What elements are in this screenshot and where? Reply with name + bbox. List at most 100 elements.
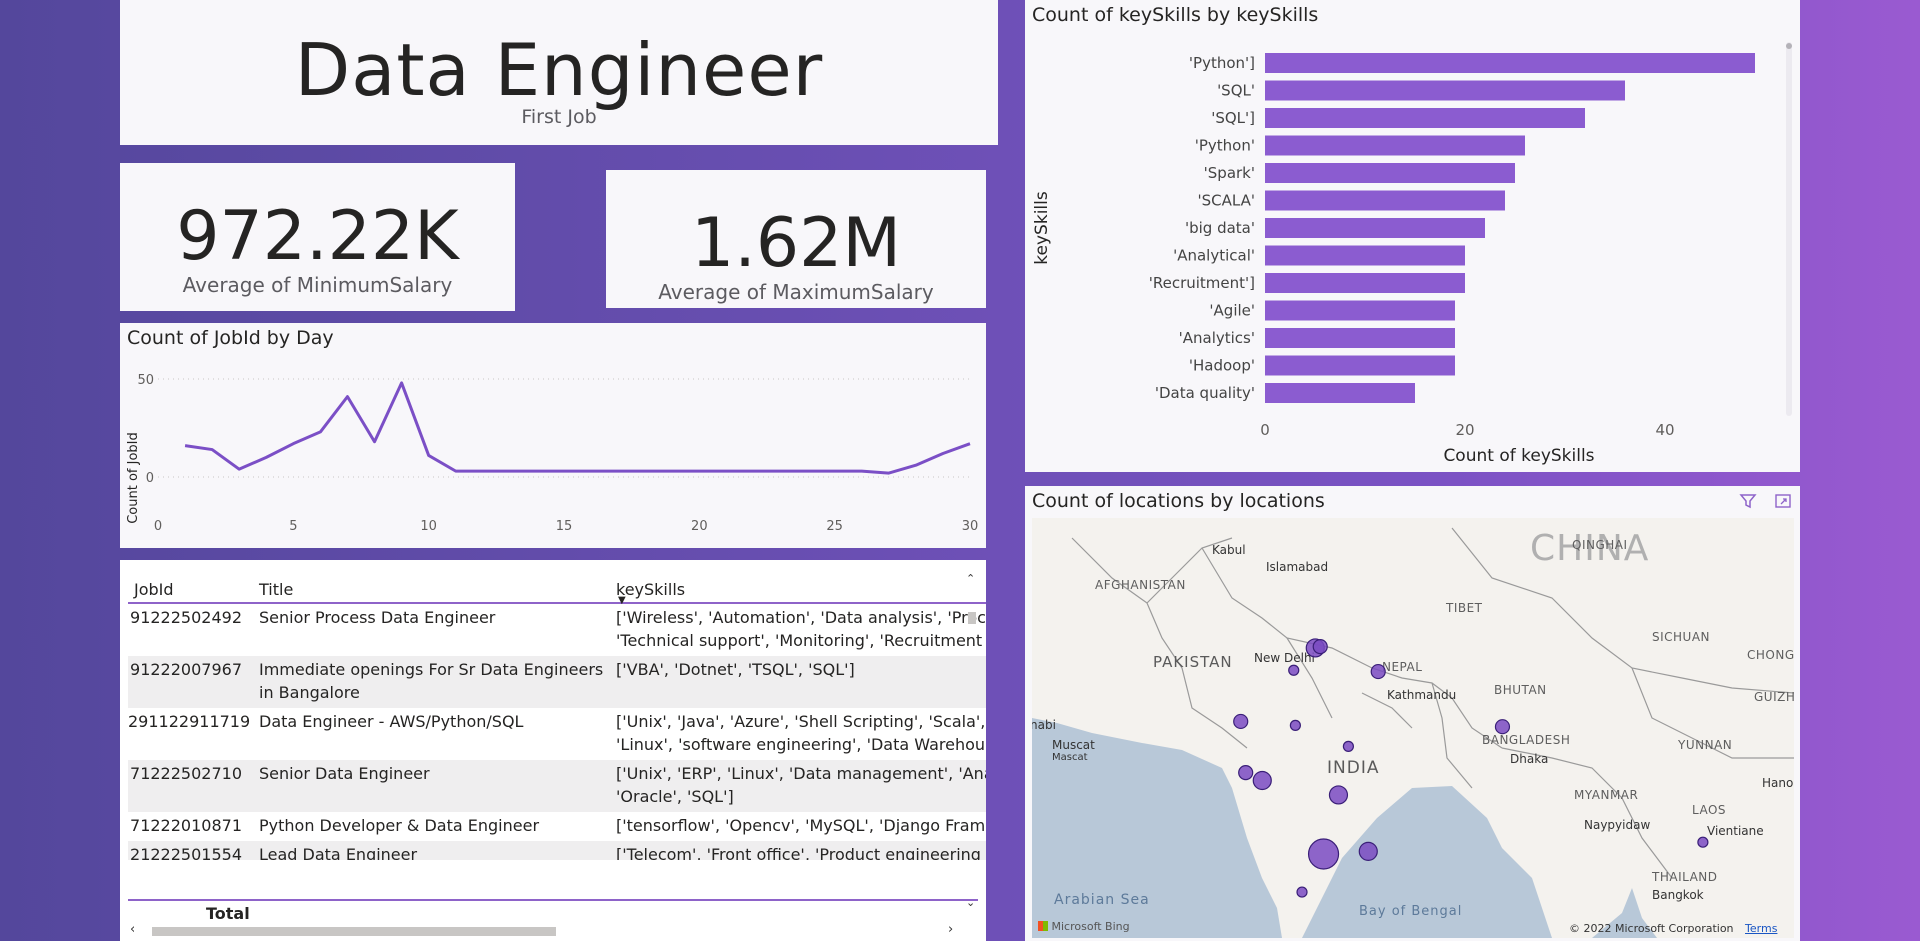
terms-link[interactable]: Terms — [1745, 922, 1778, 935]
line-chart-point[interactable] — [802, 465, 814, 477]
table-row[interactable]: 291122911719 Data Engineer - AWS/Python/S… — [128, 708, 986, 760]
line-chart-point[interactable] — [369, 436, 381, 448]
map-location-bubble[interactable] — [1312, 639, 1328, 655]
line-chart-point[interactable] — [531, 465, 543, 477]
line-chart-point[interactable] — [396, 377, 408, 389]
table-row[interactable]: 91222007967 Immediate openings For Sr Dat… — [128, 656, 986, 708]
map-canvas[interactable]: CHINA QINGHAI AFGHANISTAN Kabul Islamaba… — [1032, 518, 1794, 938]
line-chart-point[interactable] — [937, 447, 949, 459]
map-location-bubble[interactable] — [1288, 664, 1300, 676]
bar-chart-bar[interactable] — [1265, 383, 1415, 403]
bar-chart[interactable]: keySkills Count of keySkills 'Python'] 'S… — [1025, 0, 1800, 472]
jobs-table[interactable]: JobId Title keySkills ▼ 91222502492 Senio… — [120, 560, 986, 941]
bar-chart-scrollbar[interactable] — [1786, 42, 1792, 416]
table-row[interactable]: 71222502710 Senior Data Engineer ['Unix', … — [128, 760, 986, 812]
line-chart-point[interactable] — [964, 438, 976, 450]
map-location-bubble[interactable] — [1296, 886, 1308, 898]
line-chart-point[interactable] — [179, 440, 191, 452]
bar-chart-bar[interactable] — [1265, 108, 1585, 128]
line-chart-series-line[interactable] — [184, 381, 971, 475]
map-location-bubble[interactable] — [1697, 836, 1709, 848]
bar-chart-bar[interactable] — [1265, 163, 1515, 183]
horizontal-scroll-thumb[interactable] — [152, 927, 556, 936]
map-location-bubble[interactable] — [1328, 785, 1349, 805]
line-chart-point[interactable] — [450, 465, 462, 477]
map-card[interactable]: Count of locations by locations CHINA QI… — [1025, 486, 1800, 941]
map-location-bubble[interactable] — [1370, 663, 1386, 680]
line-chart-point[interactable] — [829, 465, 841, 477]
line-chart-point[interactable] — [883, 467, 895, 479]
bar-chart-bar[interactable] — [1265, 135, 1525, 156]
line-chart-point[interactable] — [585, 465, 597, 477]
kpi-card-min-salary[interactable]: 972.22K Average of MinimumSalary — [120, 163, 515, 311]
line-chart-point[interactable] — [477, 465, 489, 477]
line-chart-point[interactable] — [856, 465, 868, 477]
line-chart-point[interactable] — [287, 438, 299, 450]
windows-logo-icon — [1038, 921, 1048, 931]
scroll-right-icon[interactable]: › — [948, 922, 954, 937]
map-points-layer[interactable] — [1032, 518, 1794, 938]
map-label-nepal: NEPAL — [1382, 660, 1423, 674]
line-chart-point[interactable] — [423, 449, 435, 461]
map-location-bubble[interactable] — [1289, 719, 1301, 731]
map-location-bubble[interactable] — [1233, 713, 1249, 730]
column-header-title[interactable]: Title — [259, 580, 294, 599]
line-chart-point[interactable] — [260, 451, 272, 463]
scroll-down-icon[interactable]: ⌄ — [966, 896, 976, 909]
scroll-left-icon[interactable]: ‹ — [130, 922, 136, 937]
line-chart-point[interactable] — [775, 465, 787, 477]
table-row[interactable]: 21222501554 Lead Data Engineer ['Telecom',… — [128, 841, 986, 860]
line-chart-point[interactable] — [639, 465, 651, 477]
column-header-keyskills[interactable]: keySkills — [616, 580, 686, 599]
cell-keyskills-line: ['tensorflow', 'Opencv', 'MySQL', 'Djang… — [616, 816, 986, 835]
line-chart-point[interactable] — [720, 465, 732, 477]
line-chart-point[interactable] — [314, 426, 326, 438]
line-chart-point[interactable] — [206, 444, 218, 456]
line-chart-card[interactable]: Count of JobId by Day Count of JobId 0 50… — [120, 323, 986, 548]
map-location-bubble[interactable] — [1307, 838, 1340, 870]
cell-keyskills: ['Telecom', 'Front office', 'Product eng… — [616, 843, 986, 860]
table-row[interactable]: 91222502492 Senior Process Data Engineer [… — [128, 604, 986, 656]
line-chart-point[interactable] — [666, 465, 678, 477]
bar-chart-bar[interactable] — [1265, 245, 1465, 266]
table-row[interactable]: 71222010871 Python Developer & Data Engin… — [128, 812, 986, 841]
line-chart-point[interactable] — [910, 459, 922, 471]
bar-chart-bar[interactable] — [1265, 80, 1625, 101]
sort-descending-icon[interactable]: ▼ — [618, 595, 626, 606]
map-location-bubble[interactable] — [1238, 765, 1254, 781]
bar-chart-bar[interactable] — [1265, 190, 1505, 211]
bar-chart-x-tick: 40 — [1655, 421, 1674, 439]
column-header-jobid[interactable]: JobId — [134, 580, 174, 599]
line-chart-point[interactable] — [341, 391, 353, 403]
line-chart-point[interactable] — [747, 465, 759, 477]
map-location-bubble[interactable] — [1252, 770, 1272, 791]
cell-keyskills-line: 'Oracle', 'SQL'] — [616, 787, 734, 806]
table-vertical-scrollbar[interactable]: ⌃ ⌄ — [965, 572, 979, 912]
focus-mode-icon[interactable] — [1774, 492, 1792, 510]
vertical-scroll-thumb[interactable] — [968, 612, 976, 624]
map-title: Count of locations by locations — [1032, 490, 1325, 512]
line-chart-point[interactable] — [558, 465, 570, 477]
filter-icon[interactable] — [1739, 492, 1757, 510]
line-chart-point[interactable] — [693, 465, 705, 477]
page-subtitle: First Job — [521, 106, 597, 128]
line-chart-point[interactable] — [504, 465, 516, 477]
bar-chart-card[interactable]: Count of keySkills by keySkills keySkill… — [1025, 0, 1800, 472]
table-horizontal-scrollbar[interactable]: ‹ › — [128, 922, 968, 938]
kpi-card-max-salary[interactable]: 1.62M Average of MaximumSalary — [606, 170, 986, 308]
map-location-bubble[interactable] — [1342, 740, 1354, 752]
line-chart[interactable]: Count of JobId 0 50 0 5 10 15 20 25 30 — [120, 323, 986, 548]
map-location-bubble[interactable] — [1358, 841, 1378, 861]
bar-chart-bar[interactable] — [1265, 355, 1455, 376]
bar-chart-scroll-thumb[interactable] — [1786, 43, 1792, 49]
bar-chart-bar[interactable] — [1265, 328, 1455, 348]
cell-jobid: 91222007967 — [130, 660, 242, 679]
bar-chart-bar[interactable] — [1265, 300, 1455, 321]
line-chart-point[interactable] — [612, 465, 624, 477]
bar-chart-bar[interactable] — [1265, 53, 1755, 73]
bar-chart-bar[interactable] — [1265, 218, 1485, 238]
map-location-bubble[interactable] — [1494, 719, 1511, 735]
bar-chart-bar[interactable] — [1265, 273, 1465, 293]
line-chart-point[interactable] — [233, 463, 245, 475]
scroll-up-icon[interactable]: ⌃ — [966, 572, 976, 585]
